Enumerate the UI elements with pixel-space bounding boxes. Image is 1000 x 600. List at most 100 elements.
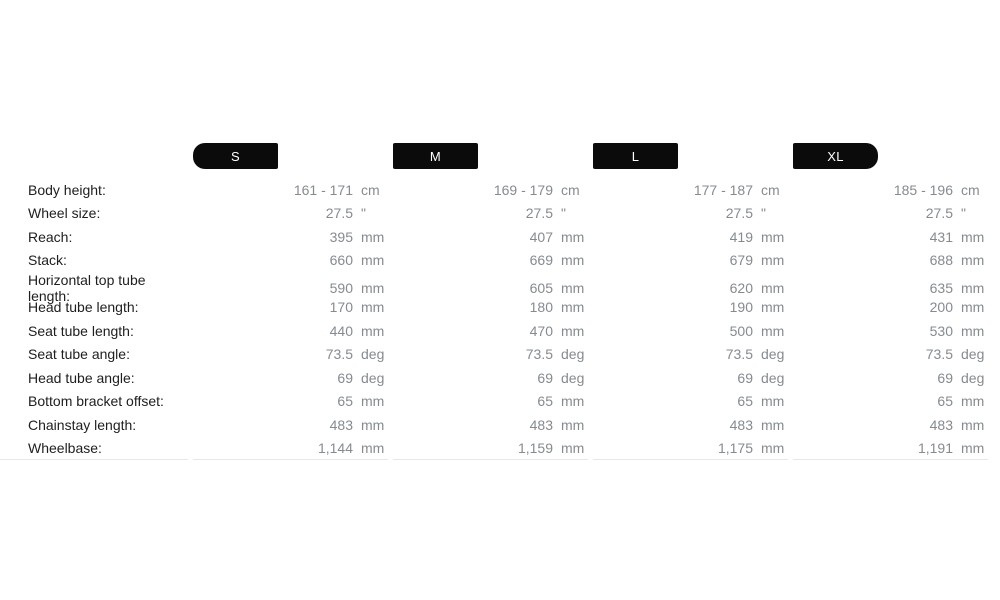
value-number: 483 [729,416,753,433]
table-row: Head tube angle: 69 deg 69 deg 69 deg 69 deg [0,366,988,390]
value-unit: mm [961,322,985,339]
value-cell: 169 - 179 cm [393,178,588,202]
value-cell: 1,191 mm [793,437,988,460]
value-cell: 483 mm [193,413,388,437]
value-number: 65 [737,393,753,410]
size-tab-m[interactable]: M [393,143,478,169]
value-unit: mm [561,416,585,433]
value-unit: mm [961,299,985,316]
value-cell: 500 mm [593,319,788,343]
value-number: 27.5 [325,205,353,222]
value-unit: mm [761,439,785,456]
row-label: Head tube angle: [28,369,135,386]
value-cell: 190 mm [593,296,788,320]
value-unit: mm [961,280,985,296]
value-unit: mm [761,416,785,433]
value-unit: cm [761,181,780,198]
value-cell: 73.5 deg [393,343,588,367]
value-unit: mm [361,439,385,456]
value-number: 73.5 [325,346,353,363]
value-number: 73.5 [925,346,953,363]
value-number: 1,191 [917,439,953,456]
size-tab-xl[interactable]: XL [793,143,878,169]
table-row: Stack: 660 mm 669 mm 679 mm 688 mm [0,249,988,273]
value-unit: deg [361,346,385,363]
row-label: Stack: [28,252,67,269]
row-label: Reach: [28,228,73,245]
row-label: Bottom bracket offset: [28,393,164,410]
value-number: 73.5 [725,346,753,363]
value-unit: mm [961,252,985,269]
value-number: 660 [329,252,353,269]
size-tab-l[interactable]: L [593,143,678,169]
value-cell: 407 mm [393,225,588,249]
value-number: 27.5 [725,205,753,222]
value-cell: 431 mm [793,225,988,249]
value-cell: 185 - 196 cm [793,178,988,202]
row-label: Horizontal top tube length: [28,272,146,304]
value-number: 530 [929,322,953,339]
value-number: 27.5 [525,205,553,222]
value-cell: 73.5 deg [593,343,788,367]
value-unit: " [361,205,366,222]
value-number: 431 [929,228,953,245]
value-number: 69 [337,369,353,386]
value-cell: 635 mm [793,272,988,304]
table-row: Body height: 161 - 171 cm 169 - 179 cm 177 - … [0,178,988,202]
value-unit: mm [361,299,385,316]
value-unit: deg [561,369,585,386]
value-cell: 620 mm [593,272,788,304]
value-number: 500 [729,322,753,339]
value-unit: mm [361,393,385,410]
value-unit: mm [561,228,585,245]
value-unit: mm [761,252,785,269]
value-number: 69 [737,369,753,386]
value-cell: 530 mm [793,319,988,343]
value-cell: 660 mm [193,249,388,273]
value-unit: deg [561,346,585,363]
value-number: 679 [729,252,753,269]
value-cell: 605 mm [393,272,588,304]
value-unit: mm [561,280,585,296]
value-unit: mm [761,322,785,339]
row-label: Seat tube length: [28,322,134,339]
value-unit: mm [961,416,985,433]
value-cell: 27.5 " [793,202,988,226]
value-number: 177 - 187 [693,181,753,198]
value-cell: 483 mm [593,413,788,437]
value-unit: mm [961,393,985,410]
row-label: Wheel size: [28,205,101,222]
row-label: Wheelbase: [0,437,188,460]
value-unit: mm [761,228,785,245]
value-cell: 65 mm [793,390,988,414]
value-unit: mm [561,393,585,410]
value-cell: 483 mm [793,413,988,437]
value-cell: 590 mm [193,272,388,304]
value-cell: 200 mm [793,296,988,320]
table-row: Chainstay length: 483 mm 483 mm 483 mm 483 mm [0,413,988,437]
size-tab-s[interactable]: S [193,143,278,169]
value-unit: mm [361,322,385,339]
value-number: 73.5 [525,346,553,363]
value-number: 27.5 [925,205,953,222]
value-unit: mm [561,252,585,269]
value-unit: mm [361,252,385,269]
table-row: Seat tube angle: 73.5 deg 73.5 deg 73.5 deg 73.… [0,343,988,367]
value-unit: mm [361,416,385,433]
table-row: Wheel size: 27.5 " 27.5 " 27.5 " 27.5 " [0,202,988,226]
value-unit: mm [761,280,785,296]
table-row: Seat tube length: 440 mm 470 mm 500 mm 530 mm [0,319,988,343]
value-unit: mm [561,322,585,339]
value-number: 440 [329,322,353,339]
value-cell: 65 mm [593,390,788,414]
table-row: Horizontal top tube length: 590 mm 605 mm 620… [0,272,988,304]
value-cell: 440 mm [193,319,388,343]
value-unit: cm [361,181,380,198]
value-cell: 27.5 " [593,202,788,226]
value-unit: cm [561,181,580,198]
value-cell: 69 deg [193,366,388,390]
value-unit: deg [761,369,785,386]
value-unit: mm [961,439,985,456]
value-cell: 483 mm [393,413,588,437]
value-cell: 170 mm [193,296,388,320]
